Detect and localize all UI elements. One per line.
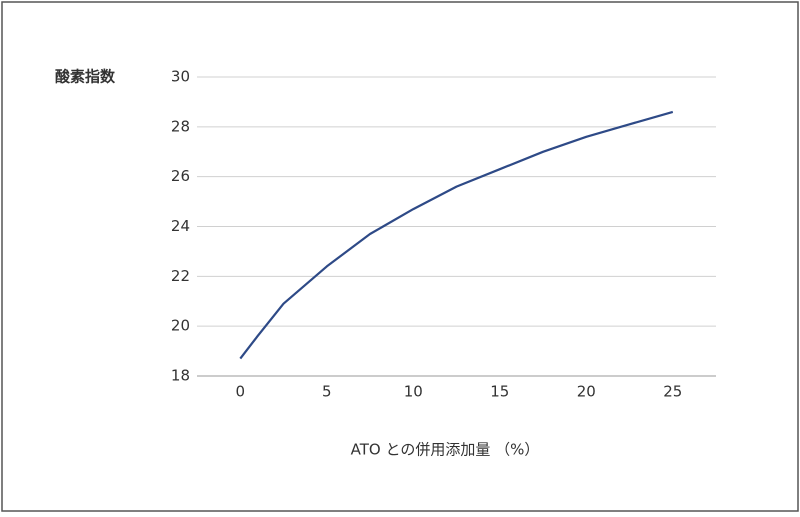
x-tick-label: 25 <box>663 383 682 401</box>
x-tick-label: 10 <box>404 383 423 401</box>
x-tick-label: 20 <box>577 383 596 401</box>
y-tick-label: 20 <box>171 317 190 335</box>
x-tick-label: 5 <box>322 383 332 401</box>
y-tick-label: 18 <box>171 367 190 385</box>
y-axis-label: 酸素指数 <box>55 68 116 86</box>
x-axis-label: ATO との併用添加量 （%） <box>351 441 540 459</box>
y-tick-label: 24 <box>171 217 190 235</box>
line <box>239 110 674 360</box>
x-tick-label: 0 <box>235 383 245 401</box>
y-tick-label: 30 <box>171 68 190 86</box>
y-tick-label: 26 <box>171 167 190 185</box>
x-tick-label: 15 <box>490 383 509 401</box>
y-tick-label: 22 <box>171 267 190 285</box>
y-tick-label: 28 <box>171 117 190 135</box>
